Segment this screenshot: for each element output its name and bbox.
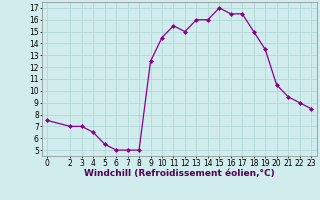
X-axis label: Windchill (Refroidissement éolien,°C): Windchill (Refroidissement éolien,°C) [84,169,275,178]
